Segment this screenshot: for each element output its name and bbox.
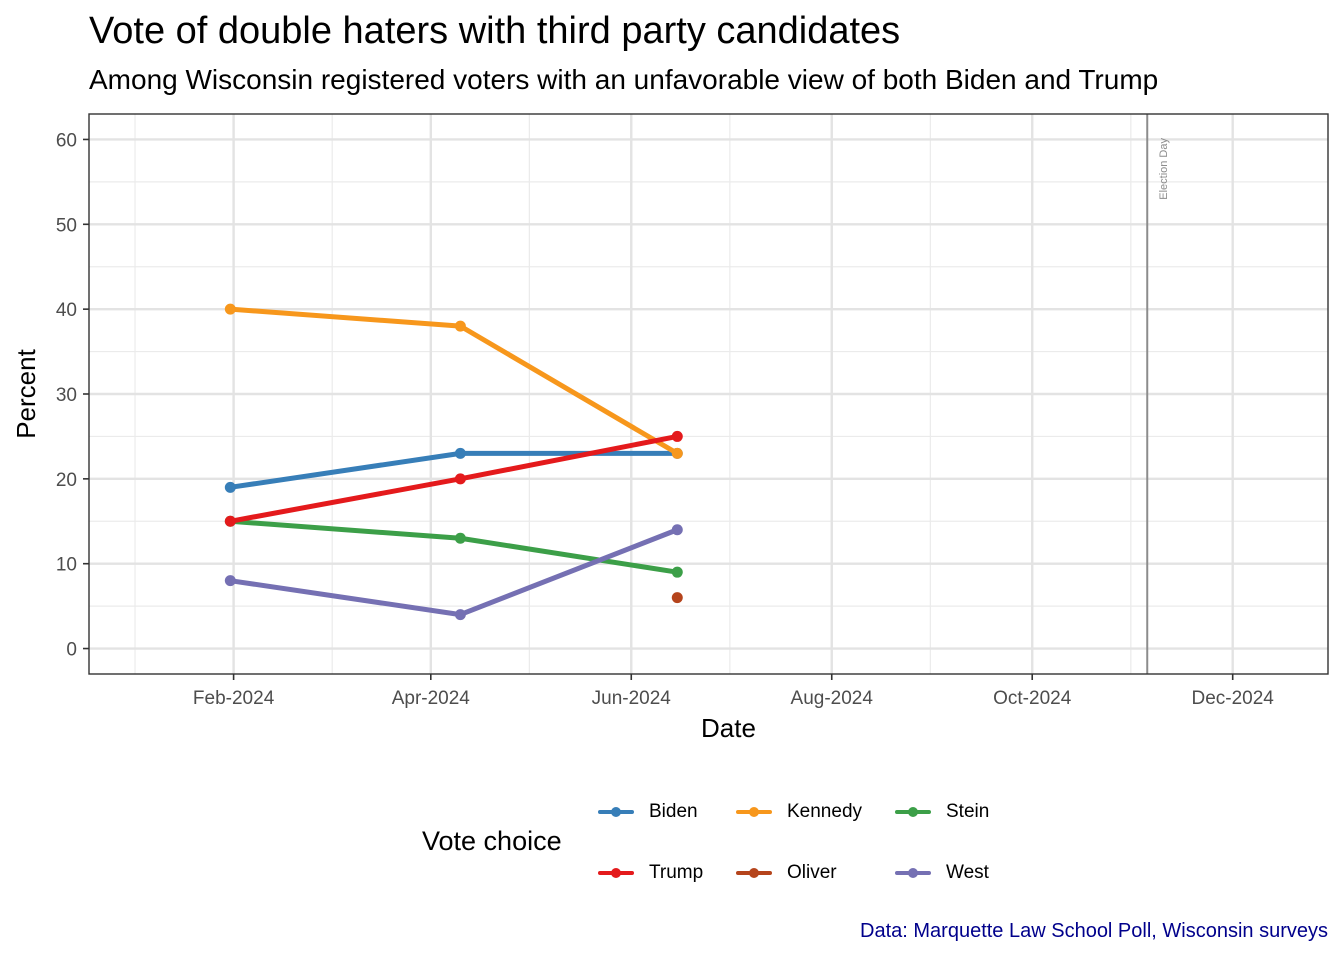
legend-key-west xyxy=(891,861,935,885)
plot-border xyxy=(88,113,1329,675)
y-axis-title: Percent xyxy=(11,348,41,438)
x-tick-label: Apr-2024 xyxy=(392,688,471,709)
y-tick-label: 60 xyxy=(56,130,77,151)
y-tick-label: 30 xyxy=(56,385,77,406)
x-tick-label: Oct-2024 xyxy=(993,688,1072,709)
data-point-west xyxy=(224,575,236,587)
legend-title: Vote choice xyxy=(422,826,562,856)
legend-item-trump: Trump xyxy=(594,861,703,885)
y-tick-label: 10 xyxy=(56,555,77,576)
legend-point xyxy=(908,807,918,817)
legend-point xyxy=(749,868,759,878)
data-point-trump xyxy=(454,473,466,485)
legend-key-oliver xyxy=(732,861,776,885)
chart-subtitle: Among Wisconsin registered voters with a… xyxy=(89,64,1159,95)
data-point-kennedy xyxy=(454,320,466,332)
series-trump xyxy=(224,430,683,527)
x-tick-label: Jun-2024 xyxy=(592,688,672,709)
x-tick-label: Feb-2024 xyxy=(193,688,275,709)
legend-label-kennedy: Kennedy xyxy=(787,801,863,822)
data-point-west xyxy=(454,609,466,621)
data-point-trump xyxy=(224,515,236,527)
series-oliver xyxy=(671,592,683,604)
legend-label-west: West xyxy=(946,862,989,883)
legend-item-oliver: Oliver xyxy=(732,861,837,885)
legend-item-biden: Biden xyxy=(594,800,698,824)
legend-label-stein: Stein xyxy=(946,801,990,822)
x-tick-label: Dec-2024 xyxy=(1191,688,1274,709)
legend-key-stein xyxy=(891,800,935,824)
x-tick-label: Aug-2024 xyxy=(791,688,874,709)
data-point-biden xyxy=(454,447,466,459)
data-point-stein xyxy=(671,566,683,578)
legend-key-kennedy xyxy=(732,800,776,824)
x-axis-title: Date xyxy=(701,713,756,743)
data-point-stein xyxy=(454,532,466,544)
data-point-west xyxy=(671,524,683,536)
legend-point xyxy=(908,868,918,878)
data-point-biden xyxy=(224,481,236,493)
legend-label-oliver: Oliver xyxy=(787,862,837,883)
election-day-label: Election Day xyxy=(1158,138,1170,200)
series-west xyxy=(224,524,683,621)
legend-key-trump xyxy=(594,861,638,885)
data-source-caption: Data: Marquette Law School Poll, Wiscons… xyxy=(860,920,1328,942)
y-tick-label: 20 xyxy=(56,470,77,491)
legend-item-west: West xyxy=(891,861,989,885)
legend-item-stein: Stein xyxy=(891,800,989,824)
legend-point xyxy=(611,807,621,817)
data-point-trump xyxy=(671,430,683,442)
series-kennedy xyxy=(224,303,683,459)
data-point-kennedy xyxy=(224,303,236,315)
legend-label-trump: Trump xyxy=(649,862,704,883)
legend-label-biden: Biden xyxy=(649,801,698,822)
y-tick-label: 50 xyxy=(56,215,77,236)
y-tick-label: 40 xyxy=(56,300,77,321)
legend-point xyxy=(611,868,621,878)
chart-title: Vote of double haters with third party c… xyxy=(89,10,901,52)
legend-key-biden xyxy=(594,800,638,824)
data-point-oliver xyxy=(671,592,683,604)
legend-item-kennedy: Kennedy xyxy=(732,800,862,824)
data-point-kennedy xyxy=(671,447,683,459)
y-tick-label: 0 xyxy=(66,640,77,661)
legend-point xyxy=(749,807,759,817)
